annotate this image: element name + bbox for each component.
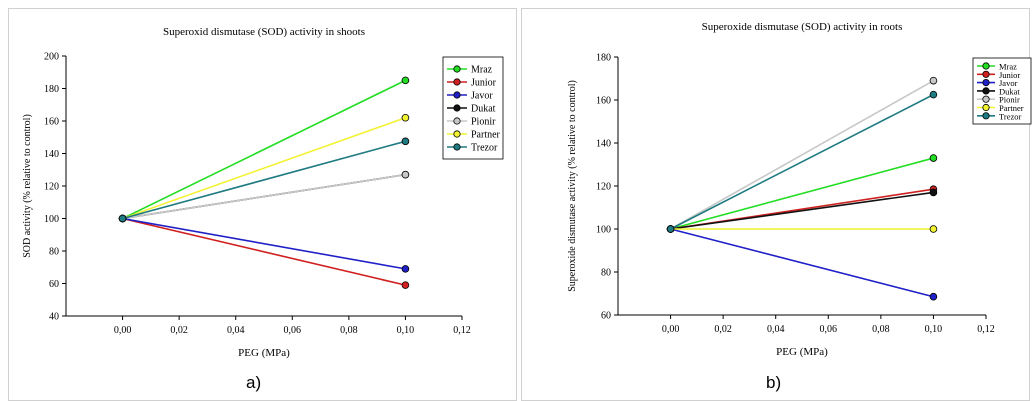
roots-legend-marker-javor	[982, 79, 990, 87]
roots-y-tick-label: 180	[596, 53, 611, 64]
shoots-x-axis-label: PEG (MPa)	[238, 347, 290, 359]
shoots-y-axis-label: SOD activity (% relative to control)	[22, 114, 33, 258]
shoots-line-javor	[122, 217, 406, 270]
panel-label-b: b)	[766, 373, 782, 392]
roots-y-tick-label: 80	[601, 268, 611, 279]
roots-point-pionir	[929, 76, 938, 85]
shoots-legend-marker-junior	[453, 78, 461, 86]
roots-x-tick-label: 0,10	[925, 324, 943, 335]
shoots-x-tick-label: 0,02	[170, 325, 188, 336]
roots-y-tick-label: 60	[601, 311, 611, 322]
shoots-point-javor	[401, 265, 410, 273]
shoots-y-tick-label: 160	[44, 117, 59, 128]
shoots-line-mraz	[122, 79, 406, 220]
shoots-legend-marker-dukat	[453, 104, 461, 112]
shoots-x-tick-label: 0,08	[340, 325, 358, 336]
shoots-y-tick-label: 180	[44, 84, 59, 95]
roots-line-javor	[670, 228, 934, 298]
roots-line-trezor	[670, 93, 934, 230]
roots-y-tick-label: 160	[596, 96, 611, 107]
shoots-y-tick-label: 100	[44, 214, 59, 225]
shoots-x-tick-label: 0,12	[453, 325, 471, 336]
roots-x-tick-label: 0,02	[714, 324, 732, 335]
roots-line-dukat	[670, 191, 934, 230]
roots-y-tick-label: 120	[596, 182, 611, 193]
roots-legend-marker-junior	[982, 70, 990, 78]
roots-line-pionir	[670, 79, 934, 230]
roots-legend-marker-mraz	[982, 62, 990, 70]
shoots-line-pionir	[122, 173, 406, 220]
roots-x-tick-label: 0,06	[820, 324, 838, 335]
shoots-legend-label-partner: Partner	[471, 130, 501, 141]
roots-x-tick-label: 0,04	[767, 324, 785, 335]
shoots-legend-marker-mraz	[453, 65, 461, 73]
roots-title: Superoxide dismutase (SOD) activity in r…	[702, 21, 903, 33]
roots-y-axis-label: Superoxide dismutase activity (% relativ…	[567, 80, 578, 292]
shoots-point-pionir	[401, 170, 410, 179]
shoots-y-tick-label: 200	[44, 52, 59, 63]
roots-legend-label-trezor: Trezor	[999, 111, 1022, 121]
roots-point-partner	[929, 225, 938, 233]
shoots-sod-chart: Superoxid dismutase (SOD) activity in sh…	[22, 26, 504, 359]
shoots-legend-label-dukat: Dukat	[471, 104, 496, 115]
shoots-line-junior	[122, 217, 406, 286]
shoots-legend-marker-partner	[453, 130, 461, 138]
roots-legend-marker-trezor	[982, 112, 990, 120]
shoots-origin-point-trezor	[118, 214, 127, 223]
shoots-line-trezor	[122, 140, 406, 220]
shoots-point-partner	[401, 113, 410, 122]
roots-point-trezor	[929, 90, 938, 99]
shoots-y-tick-label: 60	[49, 279, 59, 290]
roots-origin-point-trezor	[666, 225, 675, 233]
shoots-point-trezor	[401, 137, 410, 146]
roots-x-tick-label: 0,08	[872, 324, 890, 335]
shoots-x-tick-label: 0,10	[397, 325, 415, 336]
roots-legend-label-javor: Javor	[999, 78, 1018, 88]
roots-legend-marker-dukat	[982, 87, 990, 95]
roots-legend-label-pionir: Pionir	[999, 95, 1020, 105]
roots-x-axis-label: PEG (MPa)	[776, 346, 828, 358]
shoots-y-tick-label: 40	[49, 312, 59, 323]
panel-label-a: a)	[246, 373, 262, 392]
roots-x-tick-label: 0,12	[977, 324, 995, 335]
roots-point-dukat	[929, 188, 938, 197]
shoots-legend-label-pionir: Pionir	[471, 117, 496, 128]
shoots-legend-label-mraz: Mraz	[471, 65, 493, 76]
shoots-point-mraz	[401, 76, 410, 85]
shoots-point-junior	[401, 281, 410, 289]
roots-point-javor	[929, 292, 938, 301]
roots-legend-label-partner: Partner	[999, 103, 1024, 113]
roots-legend-marker-pionir	[982, 95, 990, 103]
shoots-legend-label-junior: Junior	[471, 78, 497, 89]
shoots-legend-marker-javor	[453, 91, 461, 99]
roots-legend-label-dukat: Dukat	[999, 86, 1020, 96]
roots-y-tick-label: 140	[596, 139, 611, 150]
shoots-legend-marker-pionir	[453, 117, 461, 125]
roots-line-mraz	[670, 157, 934, 230]
roots-y-tick-label: 100	[596, 225, 611, 236]
shoots-y-tick-label: 120	[44, 182, 59, 193]
roots-x-tick-label: 0,00	[662, 324, 680, 335]
shoots-legend-label-trezor: Trezor	[471, 143, 498, 154]
roots-point-mraz	[929, 154, 938, 162]
roots-legend-label-mraz: Mraz	[999, 62, 1017, 72]
shoots-title: Superoxid dismutase (SOD) activity in sh…	[163, 26, 365, 38]
shoots-x-tick-label: 0,06	[284, 325, 302, 336]
roots-legend-marker-partner	[982, 103, 990, 112]
shoots-legend-marker-trezor	[453, 143, 461, 151]
shoots-line-partner	[122, 116, 406, 220]
shoots-y-tick-label: 140	[44, 149, 59, 160]
shoots-legend-label-javor: Javor	[471, 91, 493, 102]
shoots-y-tick-label: 80	[49, 247, 59, 258]
roots-sod-chart: Superoxide dismutase (SOD) activity in r…	[567, 21, 1032, 358]
shoots-x-tick-label: 0,04	[227, 325, 245, 336]
roots-legend-label-junior: Junior	[999, 70, 1020, 80]
shoots-x-tick-label: 0,00	[114, 325, 132, 336]
